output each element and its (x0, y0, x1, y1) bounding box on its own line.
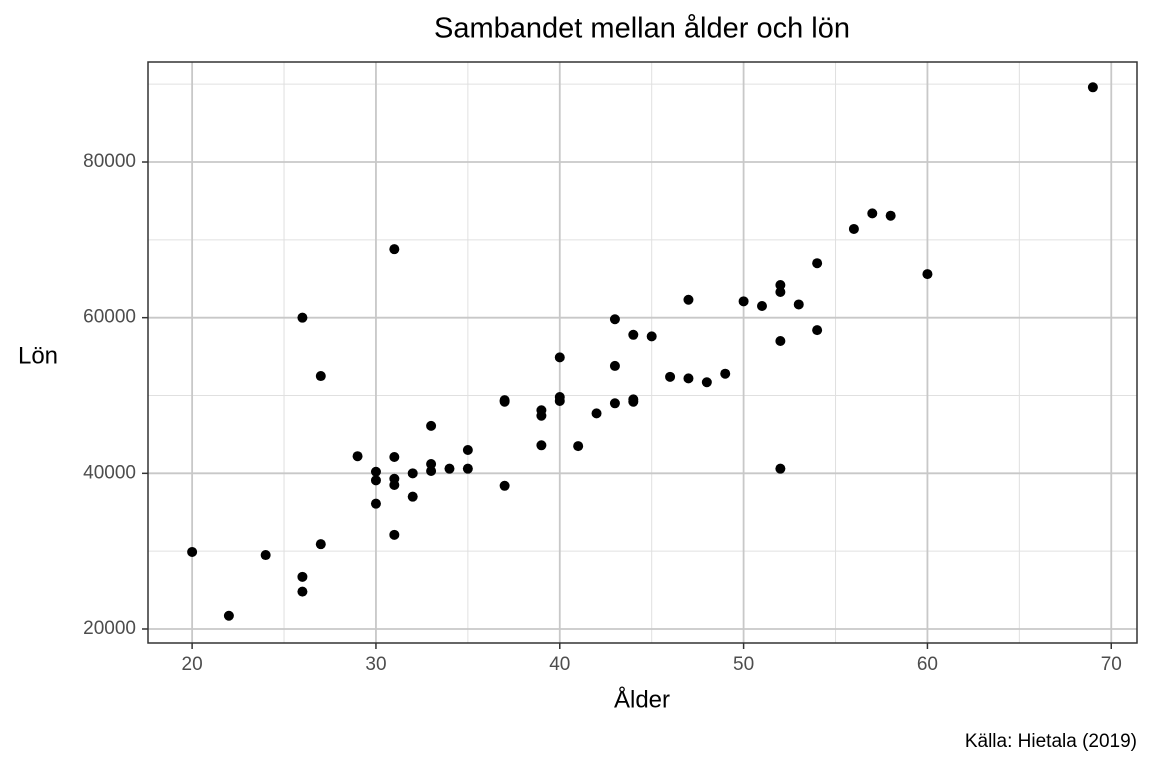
x-axis-title: Ålder (614, 685, 670, 713)
point (536, 410, 547, 421)
point (646, 331, 657, 342)
point (775, 463, 786, 474)
point (315, 539, 326, 550)
point (591, 408, 602, 419)
panel-border (147, 61, 1138, 644)
point (389, 480, 400, 491)
point (426, 458, 437, 469)
point (536, 440, 547, 451)
x-tick-label: 70 (1101, 654, 1122, 675)
point (775, 336, 786, 347)
x-tick-label: 50 (733, 654, 754, 675)
point (628, 329, 639, 340)
point (297, 586, 308, 597)
point (701, 377, 712, 388)
x-tick-label: 30 (365, 654, 386, 675)
point (223, 610, 234, 621)
point (426, 465, 437, 476)
point (444, 463, 455, 474)
y-tick-label: 80000 (83, 151, 136, 172)
point (499, 396, 510, 407)
point (370, 498, 381, 509)
point (609, 360, 620, 371)
point (628, 396, 639, 407)
point (426, 420, 437, 431)
point (187, 546, 198, 557)
x-tick-label: 60 (917, 654, 938, 675)
point (1087, 82, 1098, 93)
point (389, 451, 400, 462)
point (260, 550, 271, 561)
point (738, 296, 749, 307)
point (683, 294, 694, 305)
point (407, 491, 418, 502)
point (775, 286, 786, 297)
point (922, 269, 933, 280)
x-tick-label: 40 (549, 654, 570, 675)
chart-title: Sambandet mellan ålder och lön (434, 13, 850, 45)
y-tick-label: 40000 (83, 462, 136, 483)
point (462, 444, 473, 455)
point (370, 466, 381, 477)
point (573, 441, 584, 452)
y-axis-title: Lön (18, 342, 58, 369)
point (867, 208, 878, 219)
point (407, 468, 418, 479)
point (370, 475, 381, 486)
x-tick-label: 20 (182, 654, 203, 675)
point (756, 300, 767, 311)
point (315, 371, 326, 382)
point (683, 373, 694, 384)
point (848, 223, 859, 234)
point (812, 258, 823, 269)
point (609, 314, 620, 325)
point (609, 398, 620, 409)
point (665, 371, 676, 382)
y-tick-label: 60000 (83, 307, 136, 328)
caption: Källa: Hietala (2019) (965, 731, 1137, 752)
point (499, 480, 510, 491)
point (554, 352, 565, 363)
point (462, 463, 473, 474)
point (297, 312, 308, 323)
point (352, 451, 363, 462)
point (775, 279, 786, 290)
point (297, 571, 308, 582)
point (389, 529, 400, 540)
point (554, 395, 565, 406)
point (389, 244, 400, 255)
point (720, 368, 731, 379)
y-tick-label: 20000 (83, 618, 136, 639)
point (885, 210, 896, 221)
point (793, 299, 804, 310)
point (812, 325, 823, 336)
